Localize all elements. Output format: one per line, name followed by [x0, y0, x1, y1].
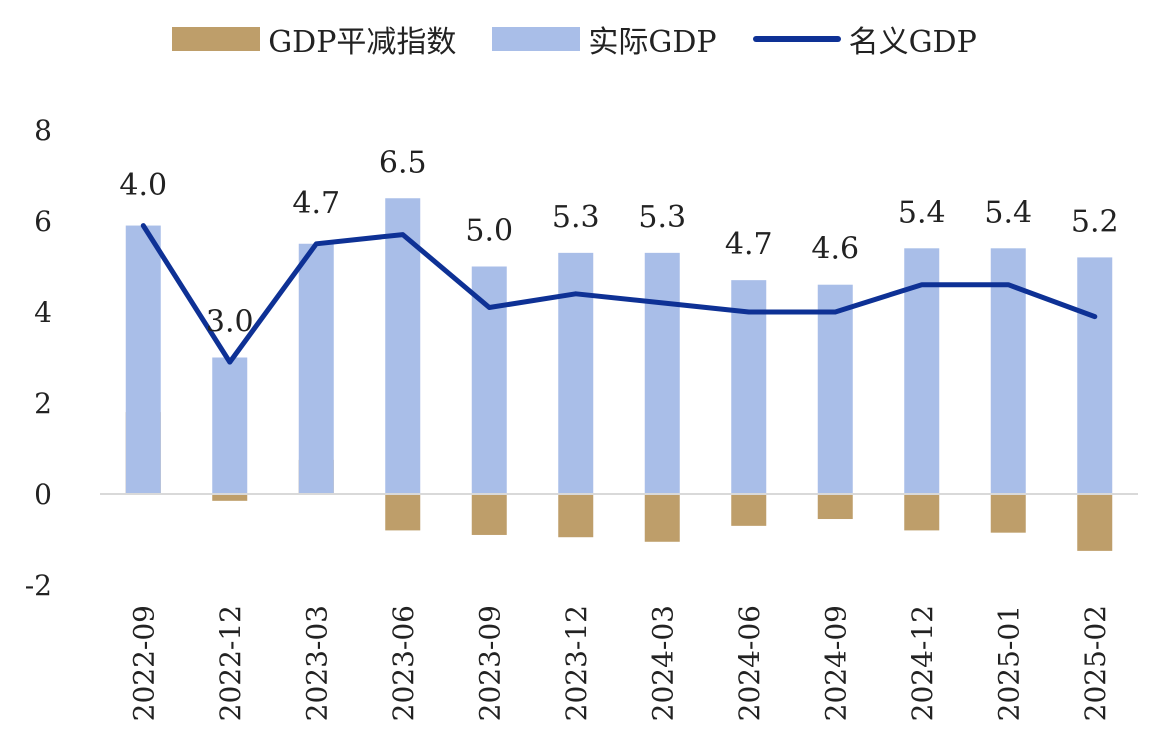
- y-tick-label: 4: [34, 296, 52, 329]
- real-gdp-bar: [1077, 257, 1113, 494]
- legend-swatch-real-gdp: [492, 27, 581, 51]
- y-axis-ticks: -2 0 2 4 6 8: [25, 114, 52, 602]
- data-label: 5.4: [984, 195, 1032, 230]
- data-label: 5.3: [552, 200, 600, 235]
- x-axis-ticks: 2022-09 2022-12 2023-03 2023-06 2023-09 2023-…: [127, 605, 1112, 721]
- deflator-bar: [731, 494, 767, 526]
- x-tick-label: 2023-09: [473, 605, 506, 721]
- deflator-bar: [212, 494, 248, 501]
- x-tick-label: 2024-09: [819, 605, 852, 721]
- x-tick-label: 2022-12: [214, 605, 247, 721]
- data-label: 5.3: [638, 200, 686, 235]
- real-gdp-bar: [558, 252, 594, 494]
- deflator-bars: [125, 412, 1113, 551]
- x-tick-label: 2024-03: [646, 605, 679, 721]
- deflator-bar: [904, 494, 940, 531]
- data-label: 4.6: [811, 232, 859, 267]
- deflator-bar: [1077, 494, 1113, 551]
- y-tick-label: -2: [25, 569, 52, 602]
- deflator-bar: [385, 494, 421, 531]
- data-label: 6.5: [379, 145, 427, 180]
- data-label: 5.2: [1071, 204, 1119, 239]
- data-labels: 4.0 3.0 4.7 6.5 5.0 5.3 5.3 4.7 4.6 5.4 5.4 5.2: [119, 145, 1118, 339]
- legend-item-nominal-gdp: 名义GDP: [752, 17, 977, 61]
- y-tick-label: 0: [34, 478, 52, 511]
- nominal-gdp-line: [140, 223, 1098, 365]
- x-tick-label: 2023-03: [300, 605, 333, 721]
- deflator-bar: [644, 494, 680, 542]
- data-label: 3.0: [206, 305, 254, 340]
- legend-label-deflator: GDP平减指数: [268, 25, 457, 60]
- deflator-bar: [471, 494, 507, 535]
- real-gdp-bar: [471, 266, 507, 494]
- y-tick-label: 6: [34, 205, 52, 238]
- real-gdp-bar: [817, 284, 853, 494]
- real-gdp-bars: [125, 198, 1113, 495]
- data-label: 5.0: [465, 214, 513, 249]
- legend-label-real-gdp: 实际GDP: [588, 25, 717, 60]
- legend-swatch-deflator: [172, 27, 261, 51]
- legend-swatch-nominal-gdp: [752, 36, 841, 42]
- real-gdp-bar: [125, 225, 161, 495]
- x-tick-label: 2023-12: [560, 605, 593, 721]
- x-tick-label: 2023-06: [387, 605, 420, 721]
- real-gdp-bar: [212, 357, 248, 494]
- x-tick-label: 2025-02: [1079, 605, 1112, 721]
- x-tick-label: 2024-12: [906, 605, 939, 721]
- real-gdp-bar: [298, 243, 334, 494]
- x-tick-label: 2022-09: [127, 605, 160, 721]
- data-label: 4.0: [119, 168, 167, 203]
- y-tick-label: 8: [34, 114, 52, 147]
- deflator-bar: [558, 494, 594, 538]
- deflator-bar: [990, 494, 1026, 533]
- data-label: 4.7: [292, 186, 340, 221]
- data-label: 5.4: [898, 195, 946, 230]
- data-label: 4.7: [725, 227, 773, 262]
- real-gdp-bar: [644, 252, 680, 494]
- real-gdp-bar: [731, 280, 767, 494]
- legend-item-deflator: GDP平减指数: [172, 17, 456, 61]
- chart-legend: GDP平减指数 实际GDP 名义GDP: [0, 14, 1149, 64]
- x-tick-label: 2025-01: [992, 605, 1025, 721]
- y-tick-label: 2: [34, 387, 52, 420]
- x-tick-label: 2024-06: [733, 605, 766, 721]
- legend-label-nominal-gdp: 名义GDP: [848, 25, 977, 60]
- legend-item-real-gdp: 实际GDP: [492, 17, 717, 61]
- deflator-bar: [817, 494, 853, 520]
